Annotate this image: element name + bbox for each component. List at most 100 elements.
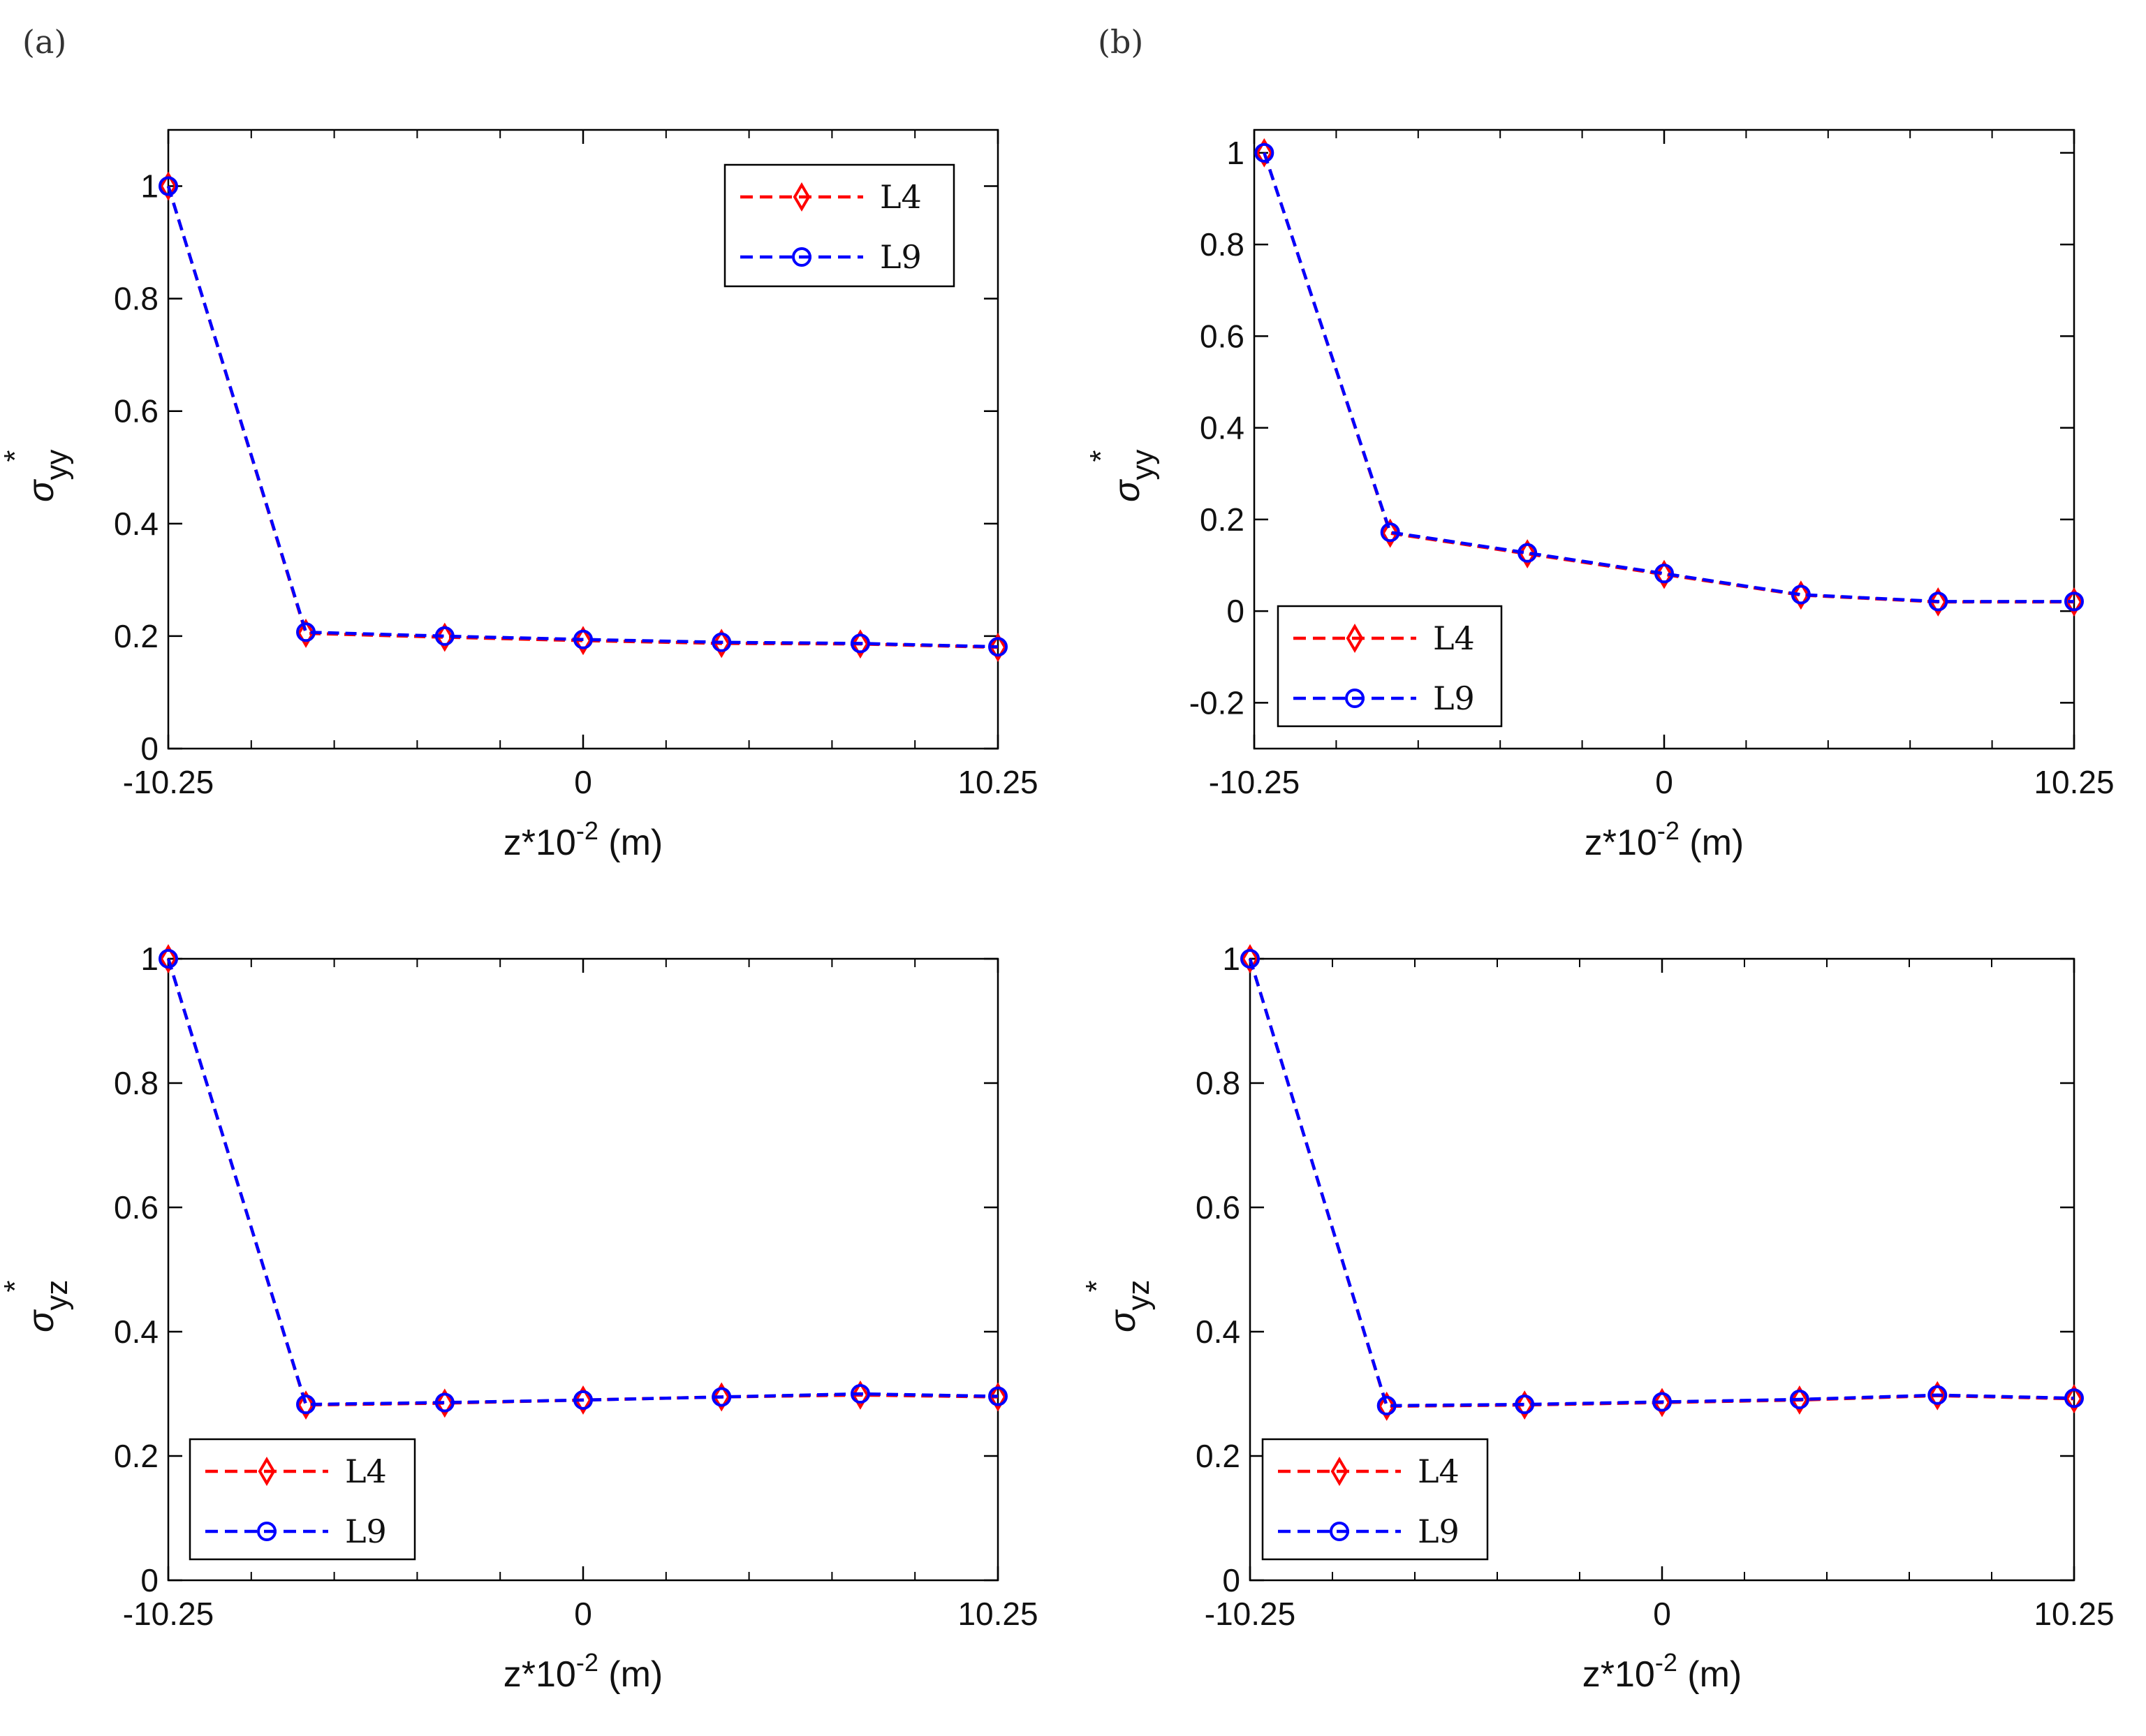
data-point-l9 — [1654, 564, 1674, 584]
y-tick-label: 0.8 — [114, 1065, 159, 1101]
x-tick-label: -10.25 — [123, 764, 214, 800]
legend-swatch-marker — [793, 182, 811, 212]
x-axis-label-unit: (m) — [1677, 1654, 1742, 1695]
y-axis-label: σyz * — [1080, 1280, 1156, 1332]
data-point-l9 — [850, 1384, 870, 1404]
legend: L4 L9 — [189, 1438, 416, 1561]
data-point-l9 — [2064, 1388, 2084, 1408]
x-axis-label-exponent: -2 — [1655, 1648, 1677, 1677]
data-point-l9 — [2064, 591, 2084, 612]
data-point-l4 — [1515, 1390, 1534, 1420]
data-point-l9 — [712, 1387, 732, 1407]
y-axis-label-symbol: σ — [1103, 1309, 1143, 1332]
x-tick-label: 10.25 — [957, 1596, 1038, 1632]
panel-label-b: (b) — [1098, 23, 1143, 61]
y-axis-label-subscript: yz — [40, 1280, 74, 1311]
legend: L4 L9 — [1261, 1438, 1489, 1561]
x-axis-label-unit: (m) — [1680, 823, 1744, 863]
x-axis-label-exponent: -2 — [576, 816, 598, 845]
x-axis-label-exponent: -2 — [1657, 816, 1680, 845]
data-point-l9 — [159, 949, 178, 969]
series-line-l9 — [1248, 958, 2075, 1408]
y-axis-label-subscript: yy — [1126, 450, 1160, 480]
y-tick-label: 0.4 — [1196, 1314, 1240, 1350]
legend: L4 L9 — [1277, 605, 1503, 728]
data-point-l9 — [1380, 522, 1400, 543]
data-point-l4 — [1378, 1391, 1396, 1421]
legend-label: L4 — [345, 1452, 387, 1490]
y-axis-label-superscript: * — [0, 1281, 32, 1293]
x-tick-label: -10.25 — [1205, 1596, 1295, 1632]
data-point-l4 — [436, 622, 454, 652]
y-axis-label: σyy * — [1084, 450, 1160, 502]
legend-label: L4 — [880, 178, 922, 216]
data-point-l4 — [1791, 1385, 1809, 1415]
data-point-l4 — [1655, 559, 1673, 589]
legend-swatch-marker — [257, 1522, 277, 1541]
data-point-l4 — [2065, 1384, 2083, 1414]
legend-swatch-marker — [258, 1457, 276, 1486]
y-axis-label-superscript: * — [1080, 1281, 1114, 1293]
data-point-l9 — [712, 632, 732, 652]
y-tick-label: 0 — [1226, 593, 1244, 629]
data-point-l9 — [1254, 142, 1274, 163]
legend-label: L9 — [1433, 679, 1475, 717]
y-tick-label: 0 — [140, 730, 159, 767]
y-tick-label: 1 — [140, 941, 159, 977]
x-tick-label: 10.25 — [2034, 1596, 2114, 1632]
panel-label-a: (a) — [22, 23, 66, 61]
legend-frame — [1277, 605, 1503, 728]
x-axis-label-base: z*10 — [504, 1654, 576, 1695]
legend-swatch-marker — [1345, 689, 1365, 708]
chart-1: -10.25 0 10.25 -0.2 0 0.2 0.4 0.6 0.8 1 z*10-2 (m)… — [1084, 128, 2115, 863]
legend-label: L9 — [1418, 1513, 1460, 1550]
y-tick-label: 0.4 — [114, 1314, 159, 1350]
y-axis-label-symbol: σ — [21, 1309, 61, 1332]
x-axis-label: z*10-2 (m) — [1582, 1648, 1742, 1695]
data-point-l4 — [1241, 944, 1259, 973]
data-point-l4 — [1255, 138, 1273, 168]
data-point-l4 — [712, 1382, 730, 1412]
data-point-l4 — [1928, 1381, 1946, 1411]
y-tick-label: 0 — [140, 1562, 159, 1598]
data-point-l4 — [1518, 539, 1536, 569]
data-point-l9 — [434, 626, 455, 646]
data-point-l9 — [573, 1390, 593, 1410]
data-point-l4 — [159, 171, 177, 201]
x-axis-label-base: z*10 — [504, 823, 576, 863]
y-tick-label: 0.6 — [1200, 318, 1244, 354]
data-point-l4 — [436, 1388, 454, 1418]
x-tick-label: -10.25 — [123, 1596, 214, 1632]
data-point-l4 — [712, 628, 730, 659]
data-point-l4 — [989, 1382, 1007, 1412]
y-axis-label-symbol: σ — [1107, 479, 1147, 502]
legend-swatch-marker — [1330, 1457, 1348, 1486]
data-point-l4 — [574, 1385, 592, 1415]
data-point-l9 — [1927, 1385, 1948, 1405]
data-point-l9 — [1791, 584, 1811, 605]
x-tick-label: -10.25 — [1209, 764, 1300, 800]
x-axis-label-unit: (m) — [598, 823, 663, 863]
legend-label: L4 — [1418, 1452, 1460, 1490]
y-axis-label: σyy * — [0, 450, 74, 502]
legend-swatch-marker — [1330, 1522, 1349, 1541]
legend-swatch-marker — [1346, 624, 1364, 653]
y-tick-label: 0.4 — [114, 506, 159, 542]
data-point-l4 — [1653, 1388, 1671, 1418]
x-axis-label: z*10-2 (m) — [504, 816, 663, 863]
y-tick-label: 0 — [1222, 1562, 1240, 1598]
legend-swatch-marker — [792, 247, 811, 267]
data-point-l9 — [1789, 1390, 1809, 1410]
data-point-l9 — [988, 1386, 1008, 1406]
y-axis-label-symbol: σ — [21, 479, 61, 502]
x-tick-label: 0 — [574, 1596, 592, 1632]
data-point-l9 — [1376, 1395, 1397, 1415]
legend-label: L9 — [880, 238, 922, 276]
y-tick-label: 0.8 — [114, 281, 159, 317]
data-point-l9 — [1928, 591, 1948, 612]
y-tick-label: 1 — [140, 168, 159, 205]
data-point-l4 — [851, 1380, 869, 1410]
